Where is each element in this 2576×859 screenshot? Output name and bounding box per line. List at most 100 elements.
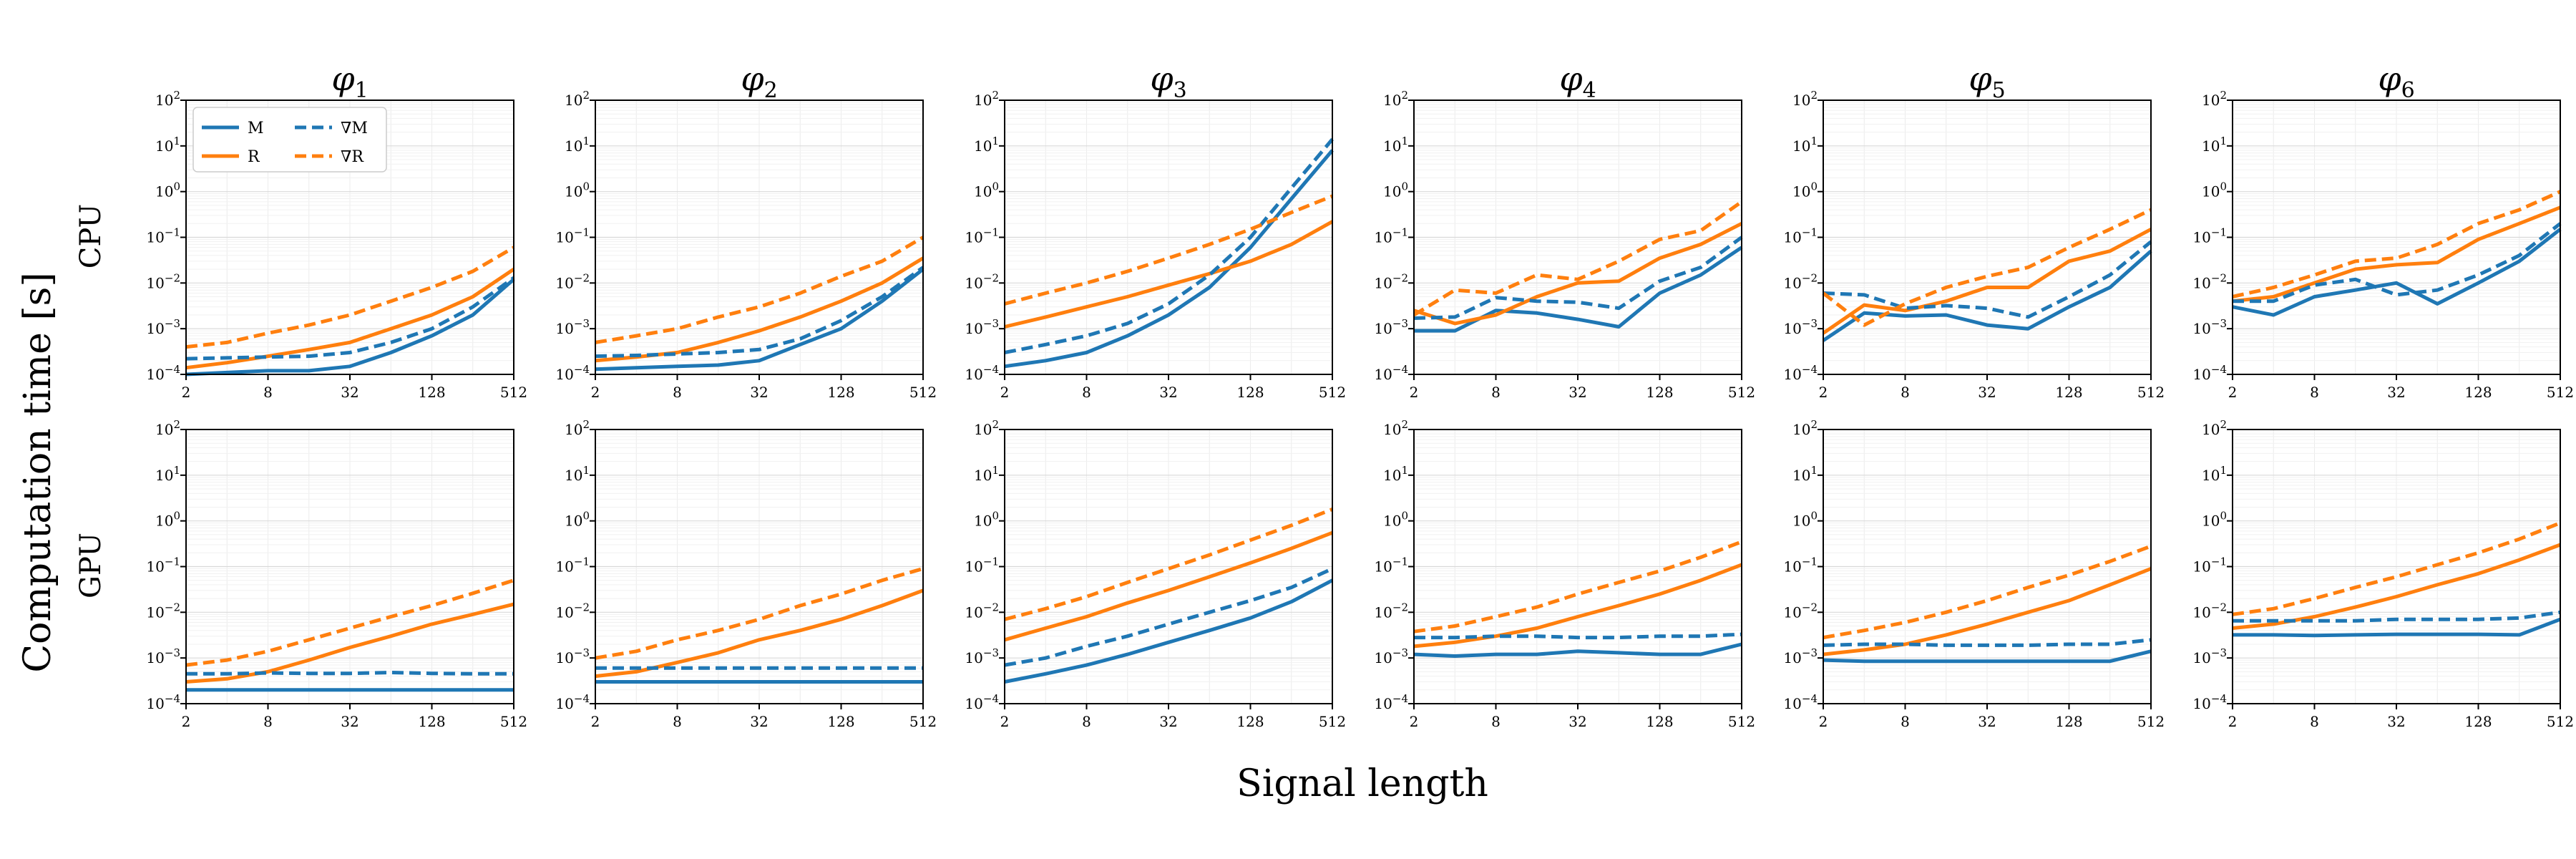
x-tick-label: 32 bbox=[750, 384, 768, 401]
row-label-cpu: CPU bbox=[74, 204, 107, 269]
x-tick-label: 2 bbox=[591, 713, 600, 730]
series-R bbox=[2232, 205, 2561, 304]
series-grad-R bbox=[595, 236, 924, 344]
y-tick-label: 10−3 bbox=[965, 646, 999, 666]
y-tick-label: 100 bbox=[565, 510, 590, 530]
series-grad-M bbox=[1823, 240, 2152, 319]
series-R bbox=[1413, 222, 1743, 326]
column-title: φ1 bbox=[331, 59, 368, 103]
y-tick-label: 102 bbox=[565, 89, 590, 109]
series-R bbox=[1822, 228, 2152, 335]
series-R bbox=[1823, 567, 2152, 656]
y-tick-label: 102 bbox=[1383, 89, 1408, 109]
y-tick-label: 10−2 bbox=[1783, 271, 1818, 291]
series-R bbox=[185, 602, 514, 684]
y-tick-label: 10−2 bbox=[555, 601, 590, 621]
panel-cpu-4: 10−4 10−3 10−2 10−1 100 101 102 2 8 32 128 512 φ4 bbox=[1374, 59, 1755, 401]
y-tick-label: 10−3 bbox=[555, 317, 590, 337]
series-grad-R bbox=[1823, 544, 2152, 640]
x-tick-label: 512 bbox=[500, 384, 527, 401]
series-grad-R bbox=[1004, 508, 1333, 621]
series-R bbox=[1413, 563, 1742, 649]
x-tick-label: 32 bbox=[1978, 713, 1996, 730]
x-tick-label: 512 bbox=[2547, 713, 2574, 730]
x-tick-label: 128 bbox=[418, 384, 445, 401]
y-tick-label: 10−2 bbox=[965, 271, 999, 291]
y-tick-label: 101 bbox=[1792, 464, 1818, 484]
y-tick-label: 10−4 bbox=[1783, 692, 1818, 712]
y-tick-label: 10−1 bbox=[1374, 226, 1408, 246]
y-tick-label: 10−1 bbox=[1783, 555, 1818, 576]
y-tick-label: 10−4 bbox=[1783, 363, 1818, 383]
y-tick-label: 10−1 bbox=[2192, 226, 2227, 246]
y-tick-label: 10−2 bbox=[1374, 601, 1408, 621]
y-tick-label: 10−3 bbox=[146, 317, 180, 337]
x-tick-label: 8 bbox=[673, 713, 682, 730]
series-M bbox=[595, 268, 924, 372]
series-M bbox=[2232, 228, 2562, 317]
y-tick-label: 10−1 bbox=[965, 226, 999, 246]
column-title: φ6 bbox=[2378, 59, 2414, 103]
y-tick-label: 100 bbox=[155, 180, 180, 200]
legend-label: R bbox=[248, 148, 260, 166]
y-tick-label: 101 bbox=[155, 135, 180, 155]
series-R bbox=[1004, 530, 1333, 642]
series-grad-R bbox=[1413, 540, 1742, 634]
y-tick-label: 102 bbox=[565, 418, 590, 438]
series-M bbox=[1414, 246, 1743, 333]
x-tick-label: 8 bbox=[1082, 384, 1091, 401]
y-tick-label: 100 bbox=[1792, 510, 1818, 530]
y-tick-label: 10−3 bbox=[146, 646, 180, 666]
y-tick-label: 10−2 bbox=[2192, 271, 2227, 291]
y-tick-label: 10−1 bbox=[146, 226, 180, 246]
y-axis-label: Computation time [s] bbox=[16, 272, 59, 672]
y-tick-label: 101 bbox=[1383, 135, 1408, 155]
y-tick-label: 101 bbox=[1383, 464, 1408, 484]
y-tick-label: 100 bbox=[1383, 180, 1408, 200]
y-tick-label: 10−2 bbox=[555, 271, 590, 291]
y-tick-label: 10−1 bbox=[1374, 555, 1408, 576]
panel-cpu-6: 10−4 10−3 10−2 10−1 100 101 102 2 8 32 128 512 φ6 bbox=[2192, 59, 2574, 401]
panel-gpu-2: 10−4 10−3 10−2 10−1 100 101 102 2 8 32 128 512 bbox=[555, 418, 937, 730]
y-tick-label: 10−4 bbox=[146, 363, 180, 383]
y-tick-label: 100 bbox=[1383, 510, 1408, 530]
series-grad-M bbox=[1004, 567, 1334, 667]
y-tick-label: 10−1 bbox=[146, 555, 180, 576]
y-tick-label: 10−1 bbox=[965, 555, 999, 576]
series-grad-M bbox=[186, 671, 514, 676]
series-grad-R bbox=[2232, 190, 2562, 299]
y-tick-label: 10−4 bbox=[555, 692, 590, 712]
series-grad-R bbox=[185, 246, 515, 349]
y-tick-label: 10−4 bbox=[555, 363, 590, 383]
y-tick-label: 10−3 bbox=[2192, 646, 2227, 666]
column-title: φ5 bbox=[1968, 59, 2005, 103]
series-grad-M bbox=[1004, 137, 1334, 354]
x-tick-label: 8 bbox=[2310, 384, 2319, 401]
y-tick-label: 101 bbox=[565, 135, 590, 155]
y-tick-label: 10−3 bbox=[1783, 317, 1818, 337]
y-tick-label: 102 bbox=[155, 418, 180, 438]
x-tick-label: 2 bbox=[1410, 384, 1419, 401]
x-tick-label: 2 bbox=[591, 384, 600, 401]
x-tick-label: 2 bbox=[1000, 384, 1010, 401]
legend-label: ∇M bbox=[341, 120, 368, 137]
y-tick-label: 102 bbox=[2202, 89, 2227, 109]
y-tick-label: 10−3 bbox=[2192, 317, 2227, 337]
series-grad-R bbox=[1822, 208, 2152, 327]
series-grad-R bbox=[2232, 521, 2561, 616]
x-tick-label: 32 bbox=[750, 713, 768, 730]
y-tick-label: 10−4 bbox=[2192, 363, 2227, 383]
x-tick-label: 32 bbox=[1568, 384, 1586, 401]
x-tick-label: 8 bbox=[1901, 713, 1910, 730]
series-M bbox=[1413, 642, 1742, 658]
y-tick-label: 10−3 bbox=[965, 317, 999, 337]
y-tick-label: 102 bbox=[1792, 89, 1818, 109]
panel-gpu-6: 10−4 10−3 10−2 10−1 100 101 102 2 8 32 128 512 bbox=[2192, 418, 2574, 730]
y-tick-label: 10−2 bbox=[965, 601, 999, 621]
x-tick-label: 8 bbox=[1491, 384, 1501, 401]
row-label-gpu: GPU bbox=[74, 533, 107, 598]
y-tick-label: 10−1 bbox=[555, 555, 590, 576]
x-tick-label: 128 bbox=[1646, 713, 1673, 730]
y-tick-label: 10−4 bbox=[2192, 692, 2227, 712]
series-grad-M bbox=[2233, 222, 2562, 304]
